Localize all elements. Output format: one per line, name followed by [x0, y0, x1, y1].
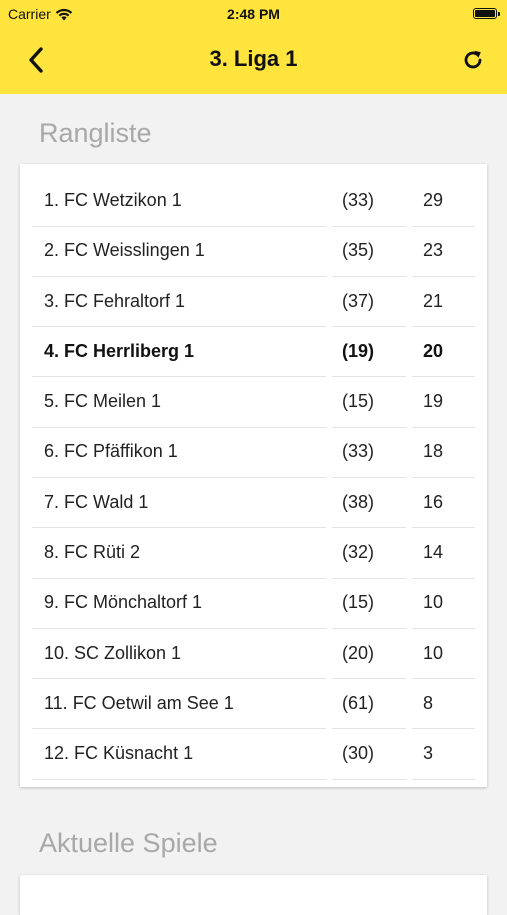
games-played: (30) — [332, 731, 406, 780]
back-button[interactable] — [20, 42, 52, 78]
team-name: 4. FC Herrliberg 1 — [32, 329, 326, 378]
games-played: (61) — [332, 681, 406, 730]
carrier-label: Carrier — [8, 6, 51, 22]
points: 10 — [412, 631, 475, 680]
current-games-card — [20, 875, 487, 915]
points: 18 — [412, 429, 475, 478]
games-played: (33) — [332, 429, 406, 478]
games-played: (32) — [332, 530, 406, 579]
refresh-button[interactable] — [457, 42, 489, 78]
games-played: (19) — [332, 329, 406, 378]
team-name: 6. FC Pfäffikon 1 — [32, 429, 326, 478]
games-played: (35) — [332, 228, 406, 277]
table-row[interactable]: 11. FC Oetwil am See 1 (61) 8 — [32, 681, 475, 731]
wifi-icon — [55, 8, 72, 20]
team-name: 1. FC Wetzikon 1 — [32, 178, 326, 227]
points: 16 — [412, 480, 475, 529]
team-name: 12. FC Küsnacht 1 — [32, 731, 326, 780]
points: 21 — [412, 279, 475, 328]
team-name: 9. FC Mönchaltorf 1 — [32, 580, 326, 629]
status-bar: Carrier 2:48 PM — [0, 0, 507, 28]
points: 29 — [412, 178, 475, 227]
points: 8 — [412, 681, 475, 730]
team-name: 2. FC Weisslingen 1 — [32, 228, 326, 277]
team-name: 8. FC Rüti 2 — [32, 530, 326, 579]
status-time: 2:48 PM — [227, 6, 280, 22]
table-row[interactable]: 12. FC Küsnacht 1 (30) 3 — [32, 731, 475, 781]
page-title: 3. Liga 1 — [209, 46, 298, 71]
table-row[interactable]: 5. FC Meilen 1 (15) 19 — [32, 379, 475, 429]
points: 19 — [412, 379, 475, 428]
table-row[interactable]: 7. FC Wald 1 (38) 16 — [32, 480, 475, 530]
points: 10 — [412, 580, 475, 629]
app-header: Carrier 2:48 PM 3. Liga 1 — [0, 0, 507, 94]
games-played: (15) — [332, 379, 406, 428]
table-row[interactable]: 9. FC Mönchaltorf 1 (15) 10 — [32, 580, 475, 630]
games-played: (38) — [332, 480, 406, 529]
standings-rows: 1. FC Wetzikon 1 (33) 29 2. FC Weisslingen … — [32, 178, 475, 782]
games-played: (37) — [332, 279, 406, 328]
current-games-title: Aktuelle Spiele — [39, 828, 218, 858]
chevron-left-icon — [29, 47, 43, 73]
battery-icon — [473, 8, 500, 19]
carrier-indicator: Carrier — [8, 6, 73, 22]
team-name: 3. FC Fehraltorf 1 — [32, 279, 326, 328]
points: 20 — [412, 329, 475, 378]
table-row[interactable]: 2. FC Weisslingen 1 (35) 23 — [32, 228, 475, 278]
games-played: (15) — [332, 580, 406, 629]
refresh-icon — [464, 50, 482, 69]
team-name: 7. FC Wald 1 — [32, 480, 326, 529]
team-name: 5. FC Meilen 1 — [32, 379, 326, 428]
games-played: (20) — [332, 631, 406, 680]
games-played: (33) — [332, 178, 406, 227]
table-row[interactable]: 10. SC Zollikon 1 (20) 10 — [32, 631, 475, 681]
standings-table: 1. FC Wetzikon 1 (33) 29 2. FC Weisslingen … — [20, 164, 487, 787]
points: 14 — [412, 530, 475, 579]
table-row[interactable]: 4. FC Herrliberg 1 (19) 20 — [32, 329, 475, 379]
points: 3 — [412, 731, 475, 780]
table-row[interactable]: 1. FC Wetzikon 1 (33) 29 — [32, 178, 475, 228]
table-row[interactable]: 3. FC Fehraltorf 1 (37) 21 — [32, 279, 475, 329]
team-name: 11. FC Oetwil am See 1 — [32, 681, 326, 730]
table-row[interactable]: 6. FC Pfäffikon 1 (33) 18 — [32, 429, 475, 479]
points: 23 — [412, 228, 475, 277]
navigation-bar: 3. Liga 1 — [0, 28, 507, 92]
table-row[interactable]: 8. FC Rüti 2 (32) 14 — [32, 530, 475, 580]
team-name: 10. SC Zollikon 1 — [32, 631, 326, 680]
standings-title: Rangliste — [39, 118, 152, 148]
